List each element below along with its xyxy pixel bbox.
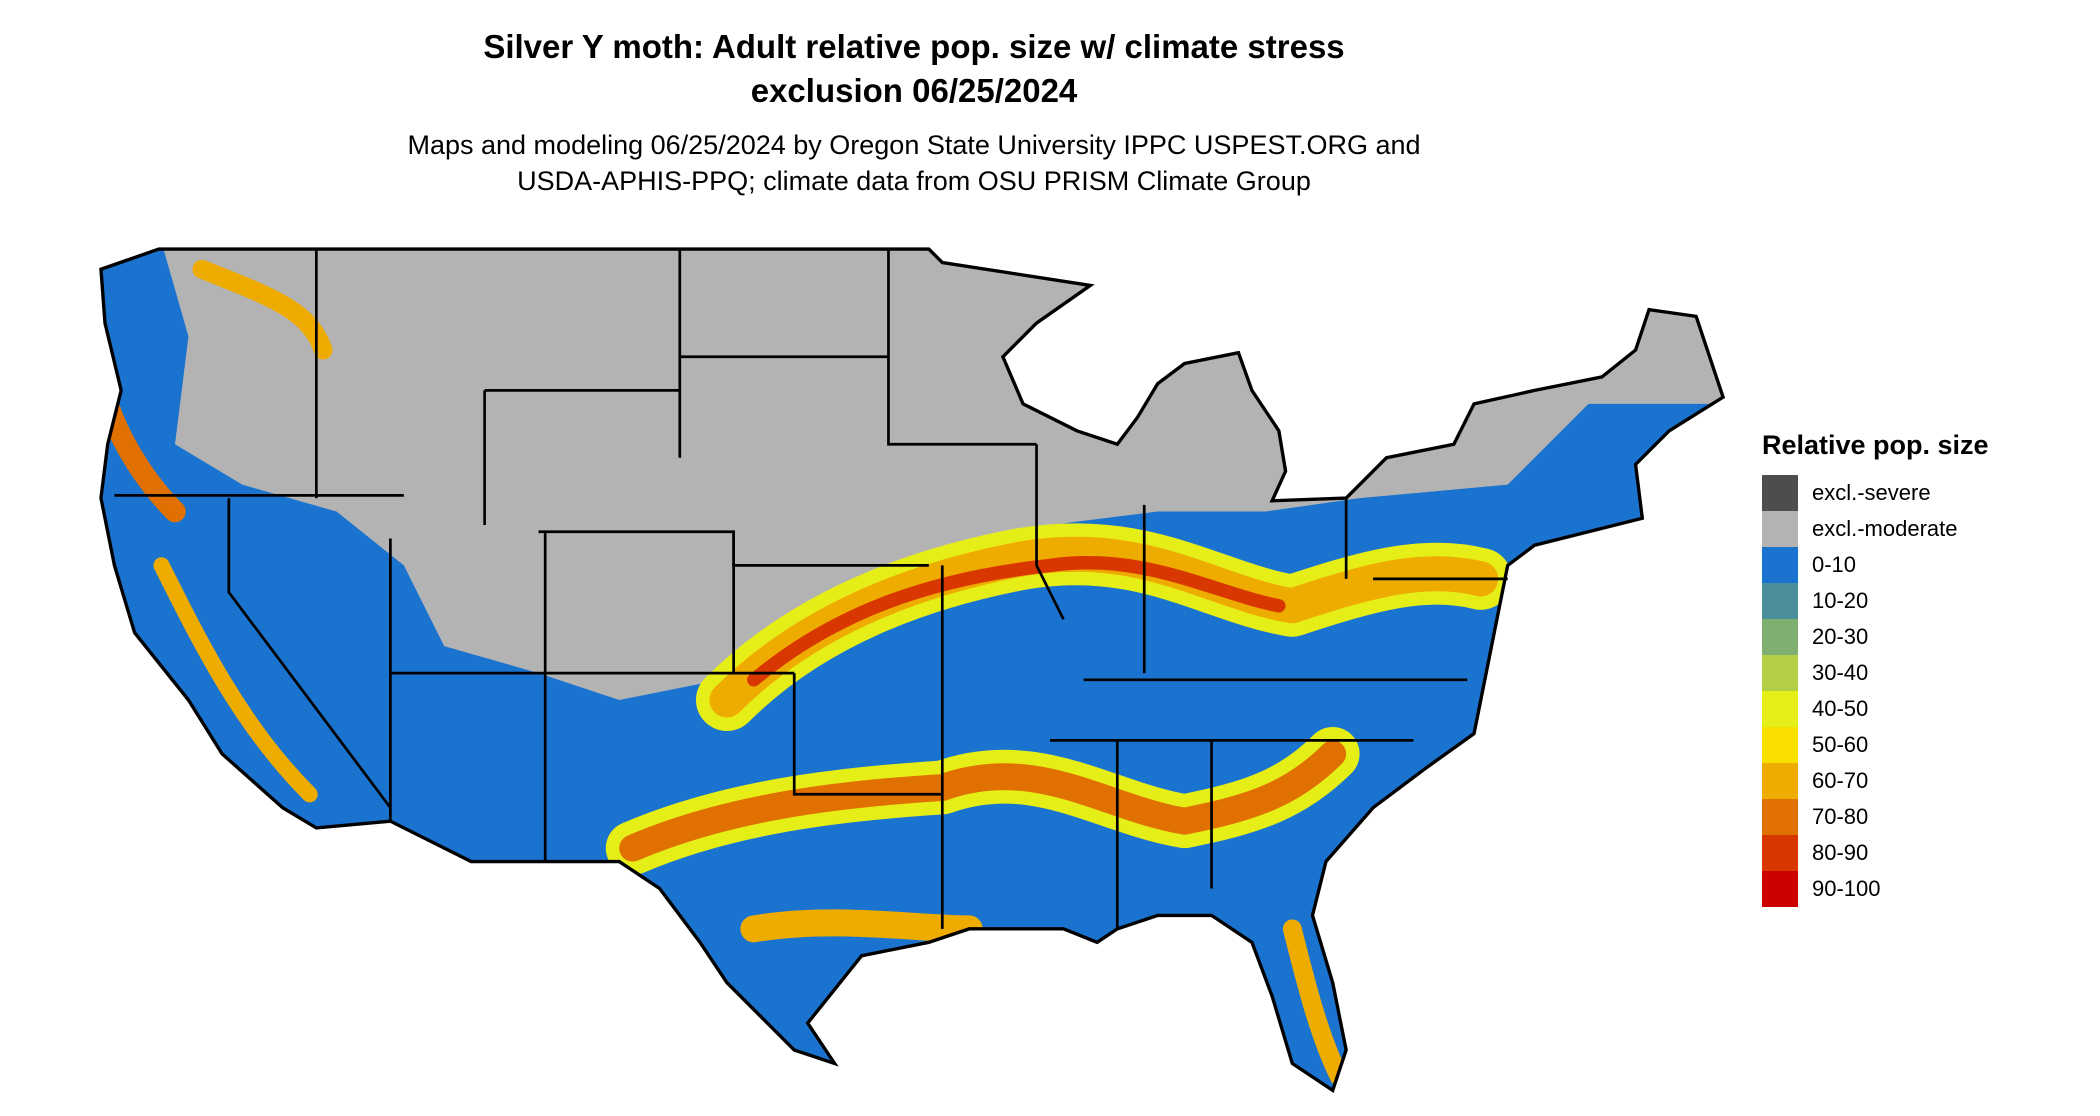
legend-label: excl.-moderate — [1812, 516, 1958, 541]
legend-item: excl.-moderate — [1762, 511, 1989, 547]
legend-item: 20-30 — [1762, 619, 1989, 655]
legend-label: 20-30 — [1812, 624, 1869, 649]
legend-item: 40-50 — [1762, 691, 1989, 727]
legend-swatch — [1762, 475, 1798, 511]
legend-swatch — [1762, 835, 1798, 871]
legend-label: 0-10 — [1812, 552, 1857, 577]
legend-label: excl.-severe — [1812, 480, 1931, 505]
legend-swatch — [1762, 583, 1798, 619]
legend: Relative pop. size excl.-severe excl.-mod… — [1762, 430, 1989, 907]
legend-swatch — [1762, 871, 1798, 907]
legend-label: 30-40 — [1812, 660, 1869, 685]
subtitle-line2: USDA-APHIS-PPQ; climate data from OSU PR… — [517, 166, 1311, 196]
legend-label: 90-100 — [1812, 876, 1881, 901]
legend-swatch — [1762, 655, 1798, 691]
map-title-line1: Silver Y moth: Adult relative pop. size … — [483, 28, 1345, 65]
legend-label: 40-50 — [1812, 696, 1869, 721]
legend-title: Relative pop. size — [1762, 430, 1989, 460]
legend-item: 70-80 — [1762, 799, 1989, 835]
legend-item: 80-90 — [1762, 835, 1989, 871]
legend-swatch — [1762, 547, 1798, 583]
legend-item: 30-40 — [1762, 655, 1989, 691]
legend-item: 90-100 — [1762, 871, 1989, 907]
state-borders — [114, 249, 1508, 929]
legend-item: 60-70 — [1762, 763, 1989, 799]
legend-label: 60-70 — [1812, 768, 1869, 793]
legend-label: 50-60 — [1812, 732, 1869, 757]
legend-swatch — [1762, 619, 1798, 655]
legend-label: 10-20 — [1812, 588, 1869, 613]
legend-swatch — [1762, 691, 1798, 727]
legend-swatch — [1762, 799, 1798, 835]
legend-label: 70-80 — [1812, 804, 1869, 829]
legend-swatch — [1762, 727, 1798, 763]
legend-swatch — [1762, 763, 1798, 799]
legend-item: 0-10 — [1762, 547, 1989, 583]
legend-item: 50-60 — [1762, 727, 1989, 763]
legend-item: excl.-severe — [1762, 475, 1989, 511]
legend-swatch — [1762, 511, 1798, 547]
legend-label: 80-90 — [1812, 840, 1869, 865]
legend-item: 10-20 — [1762, 583, 1989, 619]
subtitle-line1: Maps and modeling 06/25/2024 by Oregon S… — [407, 130, 1421, 160]
map-title-line2: exclusion 06/25/2024 — [750, 72, 1078, 109]
